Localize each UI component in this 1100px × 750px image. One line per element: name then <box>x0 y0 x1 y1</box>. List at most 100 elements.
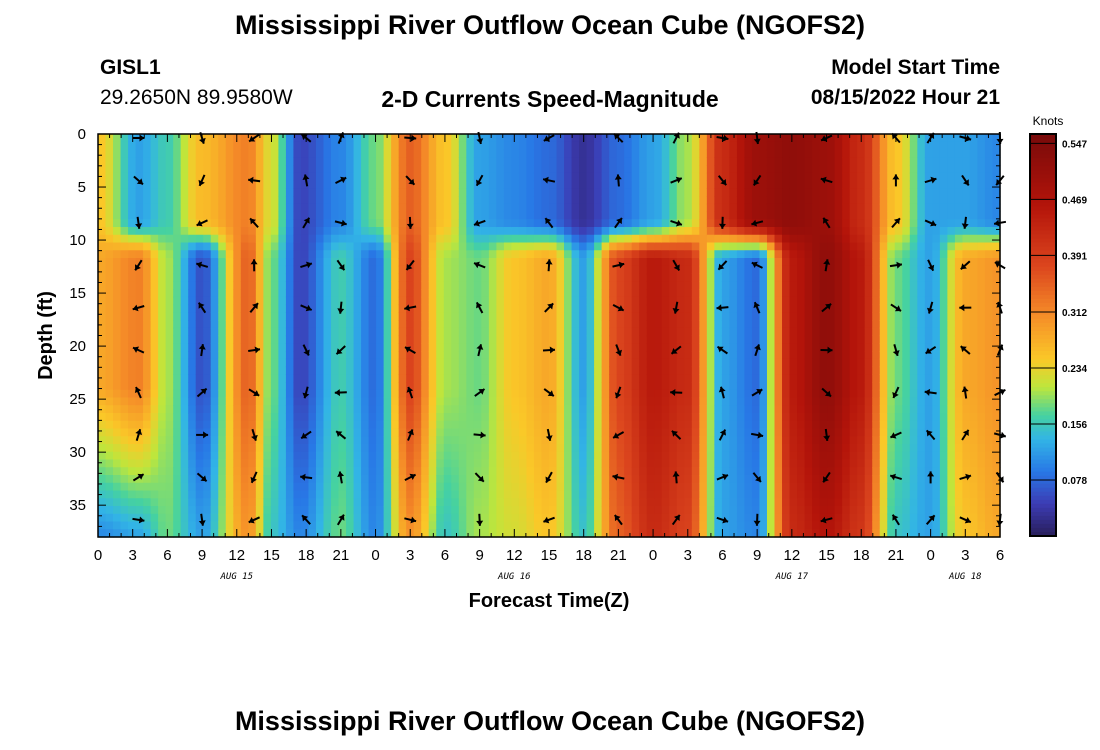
heatmap-cell <box>812 428 821 437</box>
heatmap-cell <box>684 258 693 267</box>
heatmap-cell <box>774 157 783 166</box>
heatmap-cell <box>609 374 618 383</box>
heatmap-cell <box>285 304 295 313</box>
heatmap-cell <box>684 444 693 453</box>
heatmap-cell <box>353 227 362 236</box>
heatmap-cell <box>782 304 791 313</box>
heatmap-cell <box>691 420 700 430</box>
heatmap-cell <box>346 203 355 213</box>
heatmap-cell <box>706 428 715 437</box>
heatmap-cell <box>98 211 107 220</box>
heatmap-cell <box>293 180 302 189</box>
heatmap-cell <box>165 506 174 515</box>
heatmap-cell <box>270 366 279 375</box>
heatmap-cell <box>398 498 407 507</box>
heatmap-cell <box>511 141 520 151</box>
heatmap-cell <box>699 211 708 220</box>
heatmap-cell <box>240 482 249 492</box>
heatmap-cell <box>308 141 317 151</box>
heatmap-cell <box>736 343 746 352</box>
heatmap-cell <box>669 397 678 406</box>
heatmap-cell <box>586 157 595 166</box>
heatmap-cell <box>789 420 798 430</box>
heatmap-cell <box>481 289 490 298</box>
heatmap-cell <box>225 196 234 205</box>
heatmap-cell <box>406 413 415 422</box>
heatmap-cell <box>533 335 543 344</box>
heatmap-cell <box>143 444 152 453</box>
heatmap-cell <box>278 188 287 197</box>
heatmap-cell <box>353 273 362 282</box>
heatmap-cell <box>98 304 107 313</box>
heatmap-cell <box>308 312 317 321</box>
heatmap-cell <box>98 196 107 205</box>
heatmap-cell <box>616 459 625 468</box>
heatmap-cell <box>639 242 648 251</box>
heatmap-cell <box>691 211 700 220</box>
heatmap-cell <box>797 157 806 166</box>
heatmap-cell <box>203 513 212 523</box>
heatmap-cell <box>361 451 370 461</box>
heatmap-cell <box>473 428 482 437</box>
heatmap-cell <box>436 196 445 205</box>
heatmap-cell <box>812 420 821 430</box>
heatmap-cell <box>503 521 513 530</box>
heatmap-cell <box>210 149 219 158</box>
heatmap-cell <box>255 358 264 368</box>
heatmap-cell <box>346 296 355 306</box>
heatmap-cell <box>308 289 317 298</box>
heatmap-cell <box>496 498 505 507</box>
heatmap-cell <box>549 211 558 220</box>
heatmap-cell <box>789 203 798 213</box>
heatmap-cell <box>706 157 715 166</box>
heatmap-cell <box>331 196 340 205</box>
heatmap-cell <box>413 157 422 166</box>
heatmap-cell <box>766 513 776 523</box>
heatmap-cell <box>436 475 445 484</box>
heatmap-cell <box>218 258 227 267</box>
heatmap-cell <box>473 281 482 290</box>
heatmap-cell <box>180 428 189 437</box>
heatmap-cell <box>496 320 505 329</box>
heatmap-cell <box>225 358 234 368</box>
heatmap-cell <box>488 397 497 406</box>
heatmap-cell <box>721 475 730 484</box>
heatmap-cell <box>654 134 663 143</box>
heatmap-cell <box>406 157 415 166</box>
heatmap-cell <box>511 529 520 538</box>
heatmap-cell <box>496 312 505 321</box>
heatmap-cell <box>128 289 137 298</box>
heatmap-cell <box>721 382 730 391</box>
heatmap-cell <box>180 459 189 468</box>
heatmap-cell <box>812 436 821 445</box>
heatmap-cell <box>744 374 753 383</box>
heatmap-cell <box>98 529 107 538</box>
heatmap-cell <box>398 506 407 515</box>
heatmap-cell <box>278 413 287 422</box>
heatmap-cell <box>782 327 791 337</box>
heatmap-cell <box>654 444 663 453</box>
heatmap-cell <box>624 482 633 492</box>
heatmap-cell <box>150 258 159 267</box>
heatmap-cell <box>436 149 445 158</box>
heatmap-cell <box>473 227 482 236</box>
heatmap-cell <box>195 304 204 313</box>
heatmap-cell <box>721 413 730 422</box>
heatmap-cell <box>346 304 355 313</box>
heatmap-cell <box>293 250 302 259</box>
heatmap-cell <box>744 281 753 290</box>
heatmap-cell <box>736 459 746 468</box>
heatmap-cell <box>413 413 422 422</box>
heatmap-cell <box>150 149 159 158</box>
heatmap-cell <box>661 513 670 523</box>
heatmap-cell <box>143 498 152 507</box>
heatmap-cell <box>308 134 317 143</box>
heatmap-cell <box>406 467 415 476</box>
heatmap-cell <box>120 444 129 453</box>
heatmap-cell <box>105 250 114 259</box>
heatmap-cell <box>812 467 821 476</box>
heatmap-cell <box>263 529 272 538</box>
heatmap-cell <box>616 436 625 445</box>
heatmap-cell <box>473 242 482 251</box>
heatmap-cell <box>406 358 415 368</box>
